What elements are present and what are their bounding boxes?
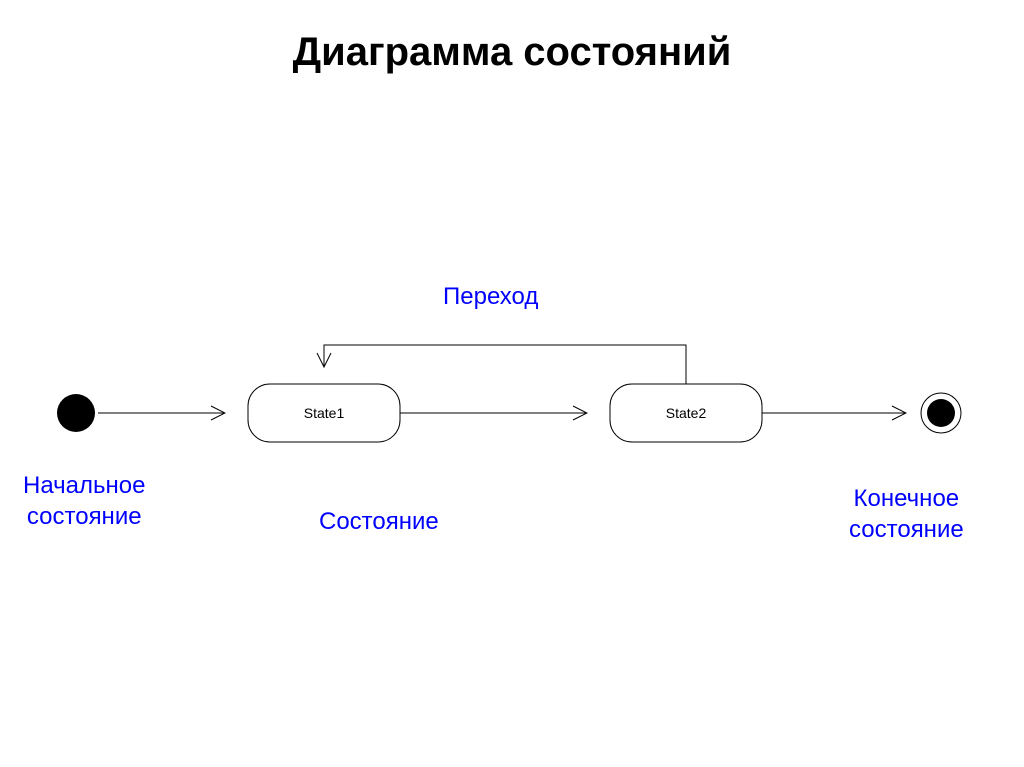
initial-state-node [57,394,95,432]
state-diagram-svg: State1 State2 [0,0,1024,767]
label-state: Состояние [319,508,439,536]
label-final-line2: состояние [849,516,964,543]
label-final-line1: Конечное [854,485,960,512]
label-state-text: Состояние [319,508,439,535]
final-state-inner [927,399,955,427]
label-final-state: Конечное состояние [849,483,964,545]
edge-state2-to-state1 [324,345,686,384]
label-transition-text: Переход [443,283,538,310]
state2-label: State2 [666,405,707,421]
label-initial-line2: состояние [27,503,142,530]
label-initial-line1: Начальное [23,472,145,499]
state1-label: State1 [304,405,345,421]
label-initial-state: Начальное состояние [23,470,145,532]
label-transition: Переход [443,283,538,311]
